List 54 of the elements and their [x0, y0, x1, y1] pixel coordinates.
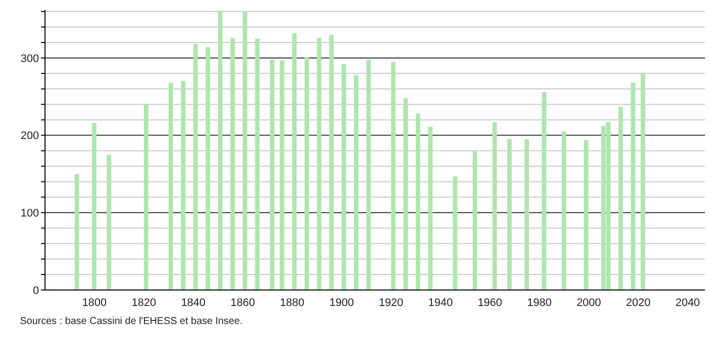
x-tick-label: 2000: [576, 296, 602, 309]
bar: [562, 131, 566, 290]
bar: [270, 60, 274, 290]
bar: [584, 140, 588, 290]
x-tick-label: 1820: [132, 296, 156, 309]
bar: [92, 122, 96, 290]
bar: [255, 38, 260, 290]
bar: [416, 114, 420, 290]
y-tick-label: 200: [20, 130, 39, 142]
bar: [292, 33, 297, 290]
bar: [640, 73, 646, 290]
x-tick-label: 1800: [82, 296, 107, 309]
bar: [428, 126, 433, 290]
y-tick-label: 300: [20, 52, 39, 65]
bar: [329, 34, 334, 290]
bar: [391, 62, 396, 290]
bar: [403, 98, 408, 290]
bar: [342, 64, 346, 290]
x-tick-label: 2040: [675, 296, 700, 309]
x-tick-label: 1880: [280, 296, 304, 309]
bar: [452, 176, 458, 290]
bar: [524, 139, 529, 290]
bar: [618, 106, 623, 290]
bar: [242, 12, 248, 290]
bar: [472, 152, 478, 290]
bar: [218, 10, 222, 290]
bar: [280, 60, 284, 290]
bar: [168, 82, 174, 290]
bar: [630, 82, 636, 290]
bar: [230, 38, 235, 290]
bar: [542, 92, 546, 290]
bar: [354, 74, 358, 290]
bar: [144, 104, 148, 290]
x-tick-label: 1900: [329, 296, 354, 309]
bar: [180, 81, 186, 290]
y-tick-label: 100: [20, 208, 39, 220]
x-tick-label: 1920: [378, 296, 404, 309]
x-tick-label: 2020: [626, 296, 650, 309]
x-tick-label: 1860: [230, 296, 255, 309]
y-tick-label: 0: [32, 284, 39, 297]
bar: [492, 122, 497, 290]
source-note: Sources : base Cassini de l'EHESS et base Insee.: [20, 316, 244, 327]
bar: [366, 60, 371, 290]
x-tick-label: 1840: [181, 296, 206, 309]
x-tick-label: 1960: [478, 296, 502, 309]
x-tick-label: 1940: [428, 296, 453, 309]
bar: [206, 47, 210, 290]
x-tick-label: 1980: [527, 296, 552, 309]
bar: [316, 38, 322, 290]
bar: [304, 57, 309, 290]
bar: [193, 44, 198, 290]
bar: [507, 139, 512, 290]
bar: [106, 154, 112, 290]
bar: [74, 174, 80, 290]
